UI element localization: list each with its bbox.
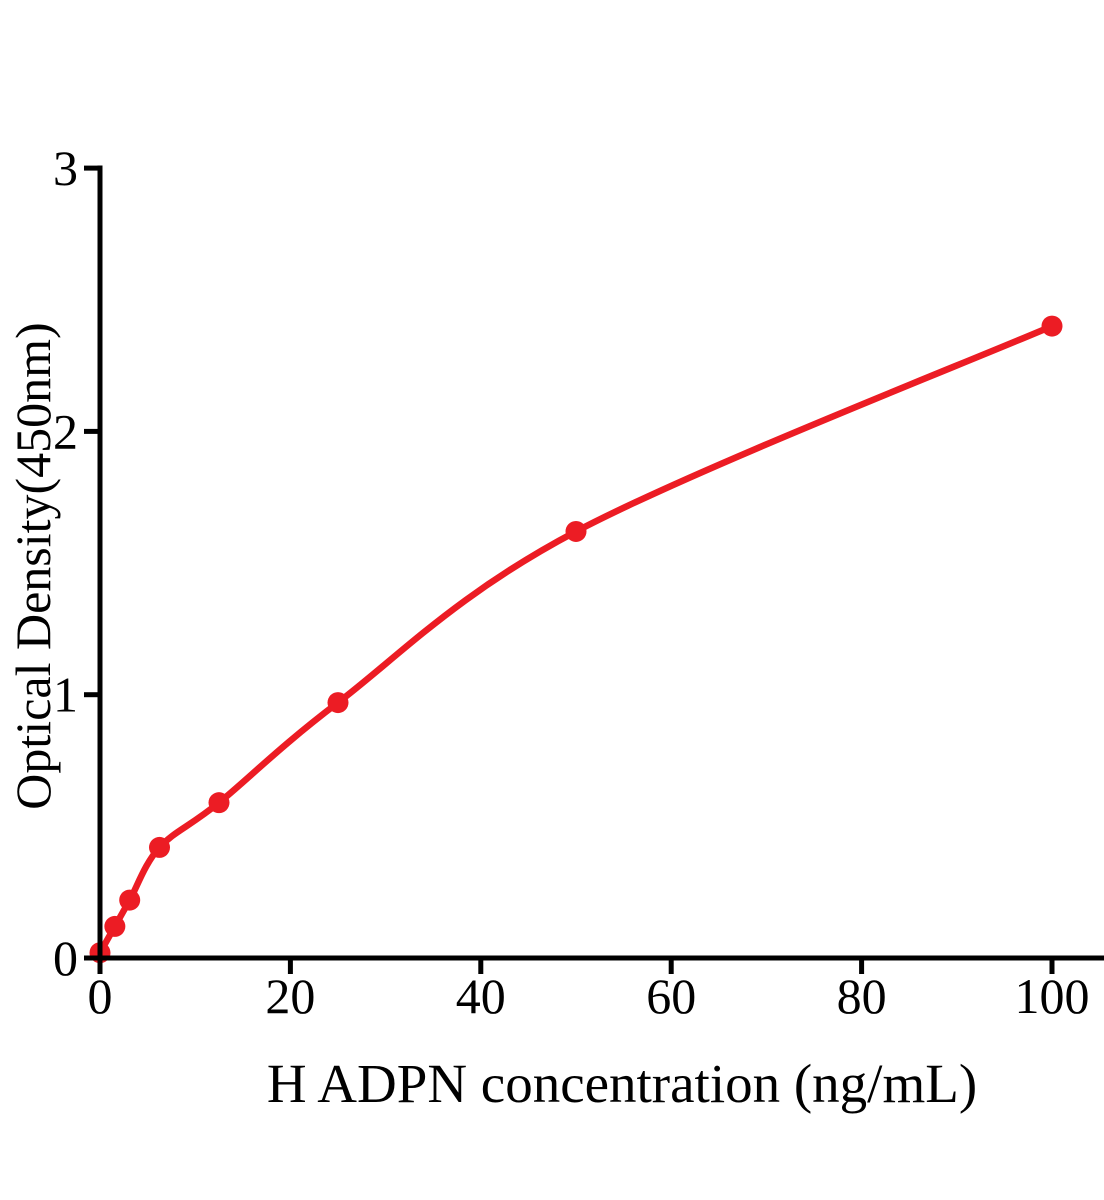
x-ticks: 0 20 40 60 80 100	[88, 958, 1090, 1024]
y-ticks: 0 1 2 3	[53, 140, 100, 986]
y-axis-title: Optical Density(450nm)	[5, 322, 61, 809]
data-point	[119, 889, 141, 911]
data-point	[104, 915, 126, 937]
x-tick-label: 0	[88, 968, 113, 1024]
data-point	[149, 836, 170, 858]
y-tick-label: 1	[53, 667, 78, 723]
y-tick-label: 3	[53, 140, 78, 196]
y-tick-label: 0	[53, 930, 78, 986]
data-point	[327, 692, 349, 714]
x-tick-label: 40	[456, 968, 506, 1024]
x-tick-label: 80	[837, 968, 887, 1024]
x-tick-label: 20	[265, 968, 315, 1024]
data-point	[208, 792, 230, 814]
axes	[97, 165, 1104, 961]
data-point	[1041, 315, 1063, 337]
x-axis-title: H ADPN concentration (ng/mL)	[267, 1053, 977, 1114]
x-tick-label: 100	[1015, 968, 1090, 1024]
fit-curve	[96, 322, 1056, 956]
x-tick-label: 60	[646, 968, 696, 1024]
y-tick-label: 2	[53, 403, 78, 459]
data-points	[89, 315, 1063, 964]
data-point	[565, 520, 587, 542]
